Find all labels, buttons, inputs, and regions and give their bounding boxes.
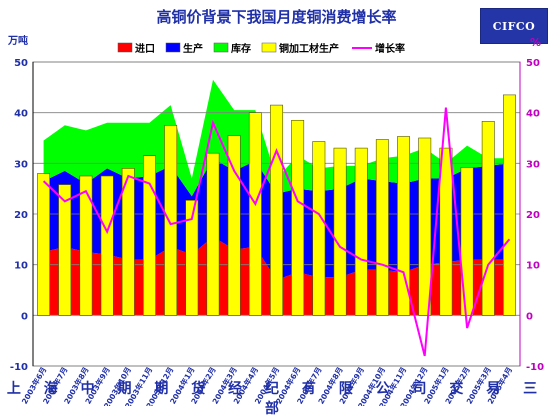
left-axis-unit: 万吨 [7, 34, 28, 47]
bar-0-13 [313, 142, 325, 316]
bar-0-19 [440, 148, 452, 315]
bar-0-0 [37, 174, 49, 316]
bar-0-5 [143, 156, 155, 316]
left-tick-label-5: 40 [14, 109, 28, 120]
right-tick-label-3: 20 [526, 210, 540, 221]
right-axis-unit: % [530, 36, 541, 49]
bar-0-21 [482, 121, 494, 315]
bar-0-1 [59, 185, 71, 316]
left-tick-label-1: 0 [21, 311, 28, 322]
bar-0-10 [249, 113, 261, 316]
legend-swatch-2 [214, 43, 228, 52]
right-tick-label-5: 40 [526, 109, 540, 120]
right-tick-label-4: 30 [526, 159, 540, 170]
left-tick-label-2: 10 [14, 261, 28, 272]
bar-0-11 [270, 105, 282, 315]
bar-0-22 [503, 95, 515, 315]
legend-label-0: 进口 [135, 42, 155, 55]
right-tick-label-1: 0 [526, 311, 533, 322]
left-tick-label-0: -10 [10, 362, 28, 373]
legend-label-3: 铜加工材生产 [279, 42, 339, 55]
legend-swatch-1 [166, 43, 180, 52]
bar-0-15 [355, 148, 367, 315]
legend-swatch-0 [118, 43, 132, 52]
bar-0-2 [80, 176, 92, 315]
left-tick-label-3: 20 [14, 210, 28, 221]
footer-text: 上 海 中 期 期 货 经 纪 有 限 公 司 交 易 三 部 [0, 378, 553, 418]
bar-0-18 [419, 138, 431, 315]
left-tick-label-6: 50 [14, 58, 28, 69]
right-tick-label-6: 50 [526, 58, 540, 69]
legend-label-2: 库存 [231, 42, 251, 55]
legend-label-4: 增长率 [375, 42, 405, 55]
bar-0-6 [165, 125, 177, 315]
legend-swatch-3 [262, 43, 276, 52]
right-tick-label-0: -10 [526, 362, 544, 373]
bar-0-4 [122, 168, 134, 315]
legend-label-1: 生产 [183, 42, 203, 55]
bar-0-8 [207, 153, 219, 315]
bar-0-14 [334, 148, 346, 315]
bar-0-16 [376, 140, 388, 316]
left-tick-label-4: 30 [14, 159, 28, 170]
bar-0-3 [101, 176, 113, 315]
right-tick-label-2: 10 [526, 261, 540, 272]
bar-0-12 [292, 120, 304, 315]
